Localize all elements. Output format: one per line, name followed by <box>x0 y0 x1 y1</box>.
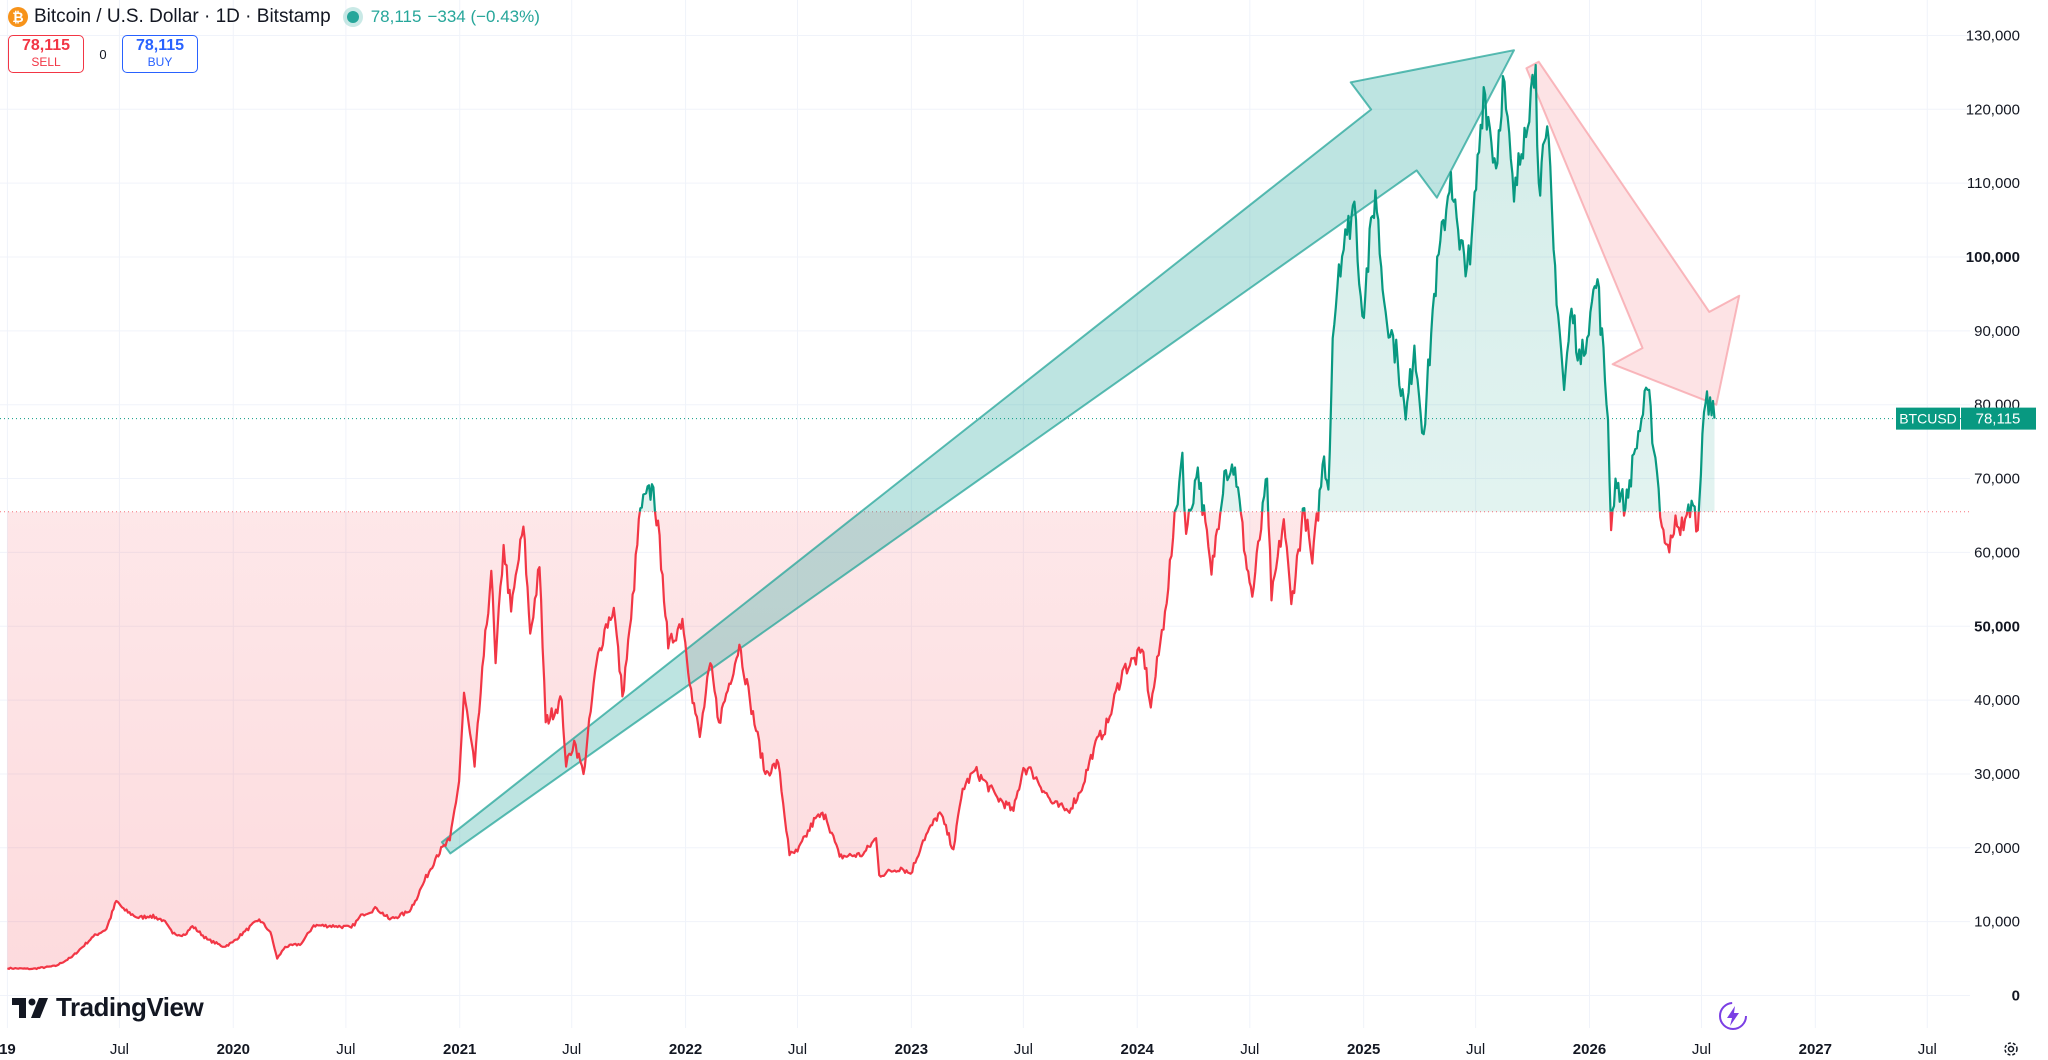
y-tick-label: 70,000 <box>1974 471 2020 488</box>
x-tick-label: 2025 <box>1347 1041 1380 1058</box>
trade-panel: 78,115 SELL 0 78,115 BUY <box>8 35 198 73</box>
y-tick-label: 10,000 <box>1974 914 2020 931</box>
sell-label: SELL <box>31 55 61 69</box>
x-tick-label: 2020 <box>217 1041 250 1058</box>
price-label-value-bg <box>1961 407 2036 430</box>
symbol-header: ₿ Bitcoin / U.S. Dollar · 1D · Bitstamp … <box>8 6 540 28</box>
lightning-icon[interactable] <box>1717 1000 1749 1032</box>
y-tick-label: 0 <box>2012 988 2020 1005</box>
x-tick-label: Jul <box>110 1041 129 1058</box>
y-tick-label: 20,000 <box>1974 840 2020 857</box>
buy-button[interactable]: 78,115 BUY <box>122 35 198 73</box>
x-tick-label: 2023 <box>895 1041 928 1058</box>
price-change-value: −334 (−0.43%) <box>427 7 540 26</box>
buy-label: BUY <box>147 55 173 69</box>
x-tick-label: 2027 <box>1799 1041 1832 1058</box>
price-label-value: 78,115 <box>1976 411 2021 428</box>
x-tick-label: 2024 <box>1121 1041 1155 1058</box>
x-tick-label: 2026 <box>1573 1041 1606 1058</box>
x-tick-label: Jul <box>1014 1041 1033 1058</box>
logo-text: TradingView <box>56 992 204 1022</box>
x-tick-label: Jul <box>1692 1041 1711 1058</box>
y-tick-label: 130,000 <box>1966 27 2020 44</box>
area-fill <box>7 65 1715 970</box>
price-line-down <box>6 511 1700 971</box>
sell-price: 78,115 <box>21 37 71 54</box>
x-tick-label: 2022 <box>669 1041 702 1058</box>
y-tick-label: 100,000 <box>1966 249 2020 266</box>
arrow-annotation <box>440 49 1515 855</box>
y-tick-label: 40,000 <box>1974 692 2020 709</box>
y-tick-label: 110,000 <box>1967 175 2020 192</box>
price-axis[interactable]: 0 10,000 20,000 30,000 40,000 50,000 60,000 70,… <box>1966 27 2020 1004</box>
buy-price: 78,115 <box>135 37 185 54</box>
x-tick-label: Jul <box>336 1041 355 1058</box>
tradingview-logo[interactable]: TradingView <box>12 992 204 1023</box>
symbol-title[interactable]: Bitcoin / U.S. Dollar · 1D · Bitstamp <box>34 6 331 27</box>
y-tick-label: 90,000 <box>1974 323 2020 340</box>
price-axis-label: BTCUSD 78,115 <box>1896 407 2036 430</box>
time-axis[interactable]: 19 Jul 2020 Jul 2021 Jul 2022 Jul 2023 Jul 2024 Jul… <box>0 1041 1937 1058</box>
last-price-value: 78,115 <box>370 7 422 26</box>
x-tick-label: Jul <box>562 1041 581 1058</box>
price-label-ticker: BTCUSD <box>1899 411 1957 427</box>
bitcoin-icon: ₿ <box>8 7 28 27</box>
sell-button[interactable]: 78,115 SELL <box>8 35 84 73</box>
area-fill-down <box>7 511 1715 970</box>
x-tick-label: Jul <box>1466 1041 1485 1058</box>
y-tick-label: 30,000 <box>1974 766 2020 783</box>
price-series <box>6 63 1716 971</box>
x-tick-label: Jul <box>788 1041 807 1058</box>
y-tick-label: 50,000 <box>1974 618 2020 635</box>
y-tick-label: 120,000 <box>1966 101 2020 118</box>
tradingview-logo-icon <box>12 997 48 1018</box>
area-fill-up <box>639 65 1715 512</box>
arrow-annotation <box>1525 60 1741 406</box>
x-tick-label: 19 <box>0 1041 16 1058</box>
spread-value: 0 <box>99 46 107 62</box>
price-line-up <box>638 63 1716 512</box>
x-tick-label: Jul <box>1240 1041 1259 1058</box>
drawing-annotations[interactable] <box>440 49 1741 855</box>
market-status-icon[interactable] <box>346 11 359 23</box>
x-tick-label: Jul <box>1918 1041 1937 1058</box>
price-label-ticker-bg <box>1896 407 1960 430</box>
x-tick-label: 2021 <box>443 1041 476 1058</box>
settings-gear-icon[interactable] <box>2002 1040 2020 1058</box>
y-tick-label: 60,000 <box>1974 544 2020 561</box>
